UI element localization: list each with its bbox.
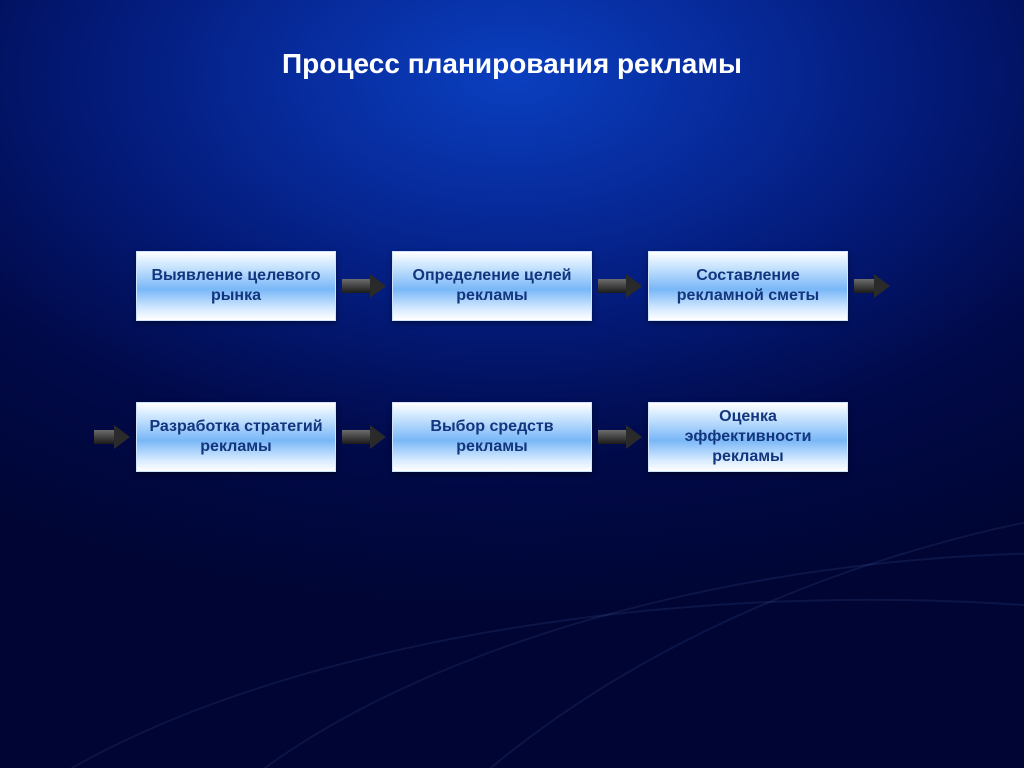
- swoosh: [88, 478, 1024, 768]
- arrow-right-icon: [342, 274, 386, 298]
- arrow-shaft: [94, 430, 114, 444]
- arrow-shaft: [598, 279, 626, 293]
- process-box-3: Составление рекламной сметы: [648, 251, 848, 321]
- arrow-shaft: [598, 430, 626, 444]
- arrow-shaft: [854, 279, 874, 293]
- process-box-4: Разработка стратегий рекламы: [136, 402, 336, 472]
- arrow-right-icon: [94, 425, 130, 449]
- arrow-right-icon: [598, 274, 642, 298]
- arrow-right-icon: [854, 274, 890, 298]
- arrow-right-icon: [342, 425, 386, 449]
- arrow-head-icon: [370, 274, 386, 298]
- slide-title: Процесс планирования рекламы: [0, 48, 1024, 80]
- arrow-head-icon: [874, 274, 890, 298]
- process-box-2: Определение целей рекламы: [392, 251, 592, 321]
- arrow-head-icon: [114, 425, 130, 449]
- arrow-right-icon: [598, 425, 642, 449]
- arrow-head-icon: [626, 425, 642, 449]
- process-box-1: Выявление целевого рынка: [136, 251, 336, 321]
- swoosh: [0, 569, 1024, 768]
- process-box-5: Выбор средств рекламы: [392, 402, 592, 472]
- arrow-head-icon: [370, 425, 386, 449]
- arrow-shaft: [342, 279, 370, 293]
- arrow-shaft: [342, 430, 370, 444]
- slide: Процесс планирования рекламы Выявление ц…: [0, 0, 1024, 768]
- arrow-head-icon: [626, 274, 642, 298]
- process-box-6: Оценка эффективности рекламы: [648, 402, 848, 472]
